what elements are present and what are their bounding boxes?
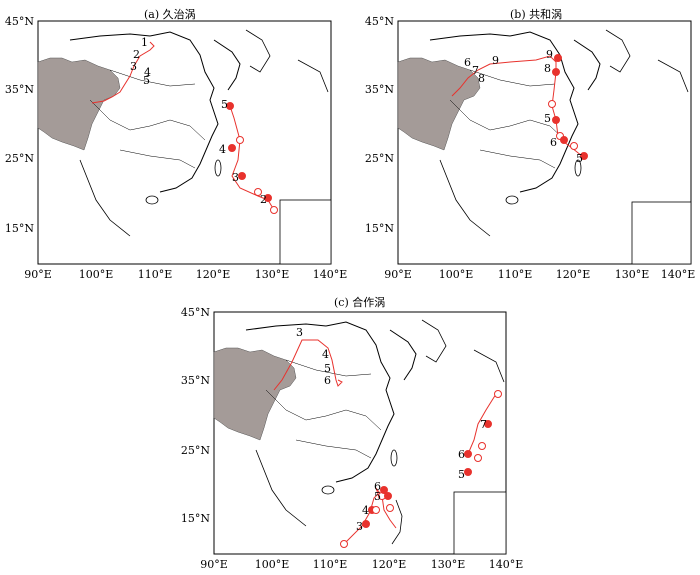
track-c-label: 3 <box>296 326 303 339</box>
track-a-label: 1 <box>141 36 148 49</box>
y-tick-label: 25°N <box>5 152 34 165</box>
panel-c-map: 3 4 5 6 3 4 5 6 5 6 7 90°E 100°E 110°E 1… <box>181 306 524 571</box>
plateau-region <box>213 347 297 441</box>
panel-c-title: (c) 合作涡 <box>334 296 386 309</box>
track-c-label: 6 <box>458 448 465 461</box>
track-a-label: 2 <box>260 193 267 206</box>
y-tick-label: 35°N <box>5 83 34 96</box>
y-tick-label: 45°N <box>181 306 210 319</box>
track-c-label: 7 <box>480 418 487 431</box>
x-tick-label: 140°E <box>661 268 696 281</box>
y-tick-label: 45°N <box>365 15 394 28</box>
x-tick-label: 100°E <box>439 268 474 281</box>
y-tick-label: 15°N <box>5 222 34 235</box>
x-tick-label: 110°E <box>313 558 348 571</box>
track-b-label: 7 <box>472 64 479 77</box>
track-c-points <box>340 390 502 548</box>
track-a-label: 4 <box>219 143 226 156</box>
track-c-label: 6 <box>324 374 331 387</box>
track-a-label: 4 <box>144 66 151 79</box>
x-tick-label: 120°E <box>372 558 407 571</box>
y-tick-label: 35°N <box>181 374 210 387</box>
y-tick-label: 35°N <box>365 83 394 96</box>
panel-a-map: 1 2 3 4 5 2 3 4 5 90°E 100°E 110°E 120°E… <box>5 15 348 281</box>
track-b-label: 8 <box>478 72 485 85</box>
x-tick-label: 100°E <box>79 268 114 281</box>
track-a-label: 3 <box>130 60 137 73</box>
x-tick-label: 140°E <box>489 558 524 571</box>
y-tick-label: 25°N <box>181 444 210 457</box>
track-b-label: 9 <box>546 48 553 61</box>
panel-a-title: (a) 久治涡 <box>144 8 196 21</box>
x-tick-label: 130°E <box>431 558 466 571</box>
track-b-label: 6 <box>464 56 471 69</box>
x-tick-label: 110°E <box>138 268 173 281</box>
track-c-label: 5 <box>374 490 381 503</box>
plateau-region <box>37 57 121 151</box>
x-tick-label: 100°E <box>255 558 290 571</box>
x-tick-label: 120°E <box>196 268 231 281</box>
track-b-label: 5 <box>544 112 551 125</box>
x-tick-label: 90°E <box>384 268 412 281</box>
track-b-label: 9 <box>492 54 499 67</box>
x-tick-label: 130°E <box>615 268 650 281</box>
plateau-region <box>397 57 481 151</box>
track-c-label: 4 <box>322 348 329 361</box>
track-c <box>273 339 497 545</box>
track-c-label: 3 <box>356 520 363 533</box>
track-c-label: 5 <box>324 362 331 375</box>
x-tick-label: 140°E <box>313 268 348 281</box>
x-tick-label: 110°E <box>498 268 533 281</box>
track-c-label: 6 <box>374 480 381 493</box>
track-a-label: 2 <box>133 48 140 61</box>
x-tick-label: 90°E <box>24 268 52 281</box>
x-tick-label: 90°E <box>200 558 228 571</box>
track-c-label: 4 <box>362 504 369 517</box>
y-tick-label: 15°N <box>365 222 394 235</box>
track-a-label: 3 <box>232 171 239 184</box>
track-b-label: 8 <box>544 62 551 75</box>
track-a-points <box>226 102 278 214</box>
y-tick-label: 45°N <box>5 15 34 28</box>
y-tick-label: 15°N <box>181 512 210 525</box>
track-c-label: 5 <box>458 468 465 481</box>
x-tick-label: 130°E <box>255 268 290 281</box>
track-a-label: 5 <box>221 98 228 111</box>
panel-b-title: (b) 共和涡 <box>510 8 563 21</box>
track-b-label: 6 <box>550 136 557 149</box>
panel-b-map: 6 7 8 9 9 8 5 6 5 90°E 100°E 110°E 120°E… <box>365 15 696 281</box>
track-a-label: 5 <box>143 74 150 87</box>
track-b-points <box>548 54 588 160</box>
y-tick-label: 25°N <box>365 152 394 165</box>
track-b-label: 5 <box>576 152 583 165</box>
x-tick-label: 120°E <box>556 268 591 281</box>
